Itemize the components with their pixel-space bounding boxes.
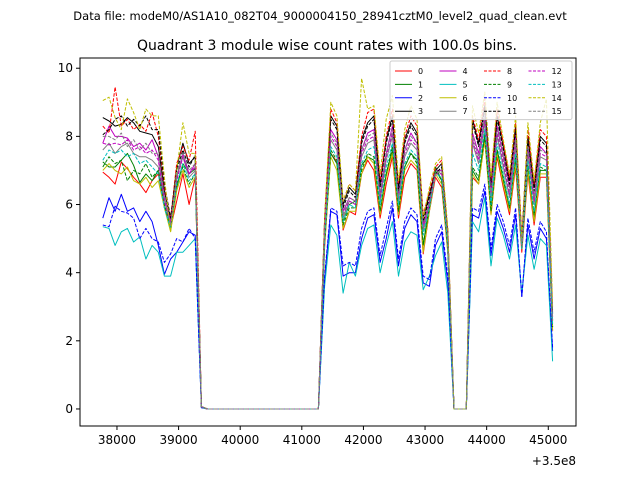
- y-tick-label: 2: [65, 334, 73, 348]
- x-tick-label: 38000: [98, 433, 136, 447]
- legend-box: [389, 60, 573, 121]
- x-tick-label: 41000: [283, 433, 321, 447]
- suptitle: Data file: modeM0/AS1A10_082T04_90000041…: [73, 9, 567, 23]
- series-line-6: [102, 139, 554, 410]
- legend-label-3: 3: [418, 107, 423, 116]
- legend-label-6: 6: [463, 94, 468, 103]
- x-tick-label: 44000: [468, 433, 506, 447]
- axes-frame: [79, 57, 577, 427]
- legend-label-1: 1: [418, 80, 423, 89]
- legend-label-11: 11: [507, 107, 517, 116]
- chart-title: Quadrant 3 module wise count rates with …: [137, 38, 517, 54]
- legend-label-13: 13: [552, 80, 562, 89]
- x-axis-offset-label: +3.5e8: [532, 454, 576, 468]
- y-tick-label: 8: [65, 129, 73, 143]
- legend-label-10: 10: [507, 94, 517, 103]
- x-tick-label: 43000: [406, 433, 444, 447]
- y-tick-label: 10: [58, 61, 73, 75]
- legend-label-2: 2: [418, 94, 423, 103]
- legend-label-7: 7: [463, 107, 468, 116]
- series-line-10: [102, 183, 554, 410]
- plot-area: [102, 77, 554, 410]
- series-line-13: [102, 129, 554, 410]
- series-line-14: [102, 77, 554, 410]
- legend-label-0: 0: [418, 67, 423, 76]
- y-axis: 0 2 4 6 8 10: [58, 61, 80, 416]
- x-tick-label: 39000: [159, 433, 197, 447]
- legend-label-14: 14: [552, 94, 562, 103]
- legend-label-4: 4: [463, 67, 468, 76]
- x-tick-label: 40000: [221, 433, 259, 447]
- series-line-9: [102, 135, 554, 410]
- legend-label-15: 15: [552, 107, 562, 116]
- x-axis: 38000 39000 40000 41000 42000 43000 44000 45000: [98, 426, 567, 447]
- legend-label-5: 5: [463, 80, 468, 89]
- series-line-11: [102, 108, 554, 410]
- series-line-15: [102, 115, 554, 410]
- legend-label-8: 8: [507, 67, 512, 76]
- y-tick-label: 4: [65, 266, 73, 280]
- legend-label-9: 9: [507, 80, 512, 89]
- x-tick-label: 42000: [344, 433, 382, 447]
- x-tick-label: 45000: [529, 433, 567, 447]
- series-line-5: [102, 197, 554, 410]
- y-tick-label: 0: [65, 402, 73, 416]
- y-tick-label: 6: [65, 198, 73, 212]
- legend-label-12: 12: [552, 67, 562, 76]
